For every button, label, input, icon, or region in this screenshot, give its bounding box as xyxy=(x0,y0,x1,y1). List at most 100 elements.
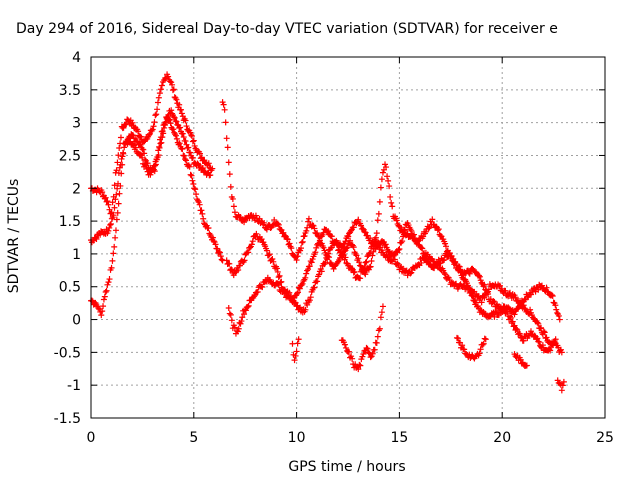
data-point xyxy=(263,226,270,233)
data-point xyxy=(207,172,214,179)
data-point xyxy=(517,297,524,304)
data-point xyxy=(259,284,266,291)
data-point xyxy=(344,244,351,251)
data-point xyxy=(226,260,233,267)
data-point xyxy=(356,361,363,368)
data-point xyxy=(298,239,305,246)
data-point xyxy=(383,164,390,171)
data-point xyxy=(274,220,281,227)
data-point xyxy=(452,258,459,265)
data-point xyxy=(350,269,357,276)
data-point xyxy=(154,99,161,106)
data-point xyxy=(337,248,344,255)
data-point xyxy=(370,248,377,255)
data-point xyxy=(236,262,243,269)
data-point xyxy=(113,191,120,198)
data-point xyxy=(350,224,357,231)
data-point xyxy=(379,169,386,176)
data-point xyxy=(205,225,212,232)
data-point xyxy=(111,243,118,250)
data-point xyxy=(384,173,391,180)
data-point xyxy=(385,177,392,184)
data-point xyxy=(435,256,442,263)
data-point xyxy=(114,209,121,216)
data-point xyxy=(387,193,394,200)
data-point xyxy=(106,276,113,283)
data-point xyxy=(107,221,114,228)
data-point xyxy=(270,258,277,265)
data-point xyxy=(328,233,335,240)
data-point xyxy=(187,171,194,178)
data-point xyxy=(275,274,282,281)
data-point xyxy=(493,308,500,315)
data-point xyxy=(362,229,369,236)
x-tick-label: 15 xyxy=(390,430,408,446)
data-point xyxy=(139,154,146,161)
data-point xyxy=(168,107,175,114)
data-point xyxy=(167,120,174,127)
data-point xyxy=(367,354,374,361)
data-point xyxy=(176,101,183,108)
data-point xyxy=(299,238,306,245)
data-point xyxy=(355,366,362,373)
data-point xyxy=(231,324,238,331)
data-point xyxy=(265,252,272,259)
data-point xyxy=(151,162,158,169)
data-point xyxy=(295,336,302,343)
data-point xyxy=(372,245,379,252)
data-point xyxy=(425,225,432,232)
data-point xyxy=(315,271,322,278)
data-point xyxy=(190,137,197,144)
data-point xyxy=(482,336,489,343)
data-point xyxy=(448,253,455,260)
data-point xyxy=(559,382,566,389)
data-point xyxy=(535,286,542,293)
data-point xyxy=(305,215,312,222)
data-point xyxy=(226,310,233,317)
data-point xyxy=(305,218,312,225)
data-point xyxy=(107,221,114,228)
data-point xyxy=(356,259,363,266)
data-point xyxy=(375,210,382,217)
data-point xyxy=(408,269,415,276)
data-point xyxy=(548,291,555,298)
data-point xyxy=(245,249,252,256)
data-point xyxy=(172,117,179,124)
data-point xyxy=(377,184,384,191)
data-point xyxy=(367,263,374,270)
data-point xyxy=(342,344,349,351)
data-point xyxy=(378,309,385,316)
data-point xyxy=(149,126,156,133)
data-point xyxy=(325,228,332,235)
data-point xyxy=(521,305,528,312)
y-axis-label: SDTVAR / TECUs xyxy=(6,179,22,294)
data-point xyxy=(158,139,165,146)
data-point xyxy=(110,212,117,219)
data-point xyxy=(346,348,353,355)
data-point xyxy=(117,134,124,141)
data-point xyxy=(182,117,189,124)
data-point xyxy=(241,219,248,226)
data-point xyxy=(137,151,144,158)
data-point xyxy=(244,303,251,310)
data-point xyxy=(397,264,404,271)
data-point xyxy=(313,244,320,251)
data-point xyxy=(298,245,305,252)
data-point xyxy=(311,225,318,232)
data-point xyxy=(337,249,344,256)
chart-title: Day 294 of 2016, Sidereal Day-to-day VTE… xyxy=(16,21,558,37)
data-point xyxy=(251,293,258,300)
x-tick-label: 10 xyxy=(288,430,306,446)
data-point xyxy=(241,257,248,264)
data-point xyxy=(177,124,184,131)
data-point xyxy=(156,144,163,151)
data-point xyxy=(108,264,115,271)
data-point xyxy=(162,121,169,128)
data-point xyxy=(291,357,298,364)
data-point xyxy=(170,86,177,93)
data-point xyxy=(541,329,548,336)
data-point xyxy=(286,240,293,247)
data-point xyxy=(359,225,366,232)
data-point xyxy=(146,132,153,139)
data-point xyxy=(275,221,282,228)
